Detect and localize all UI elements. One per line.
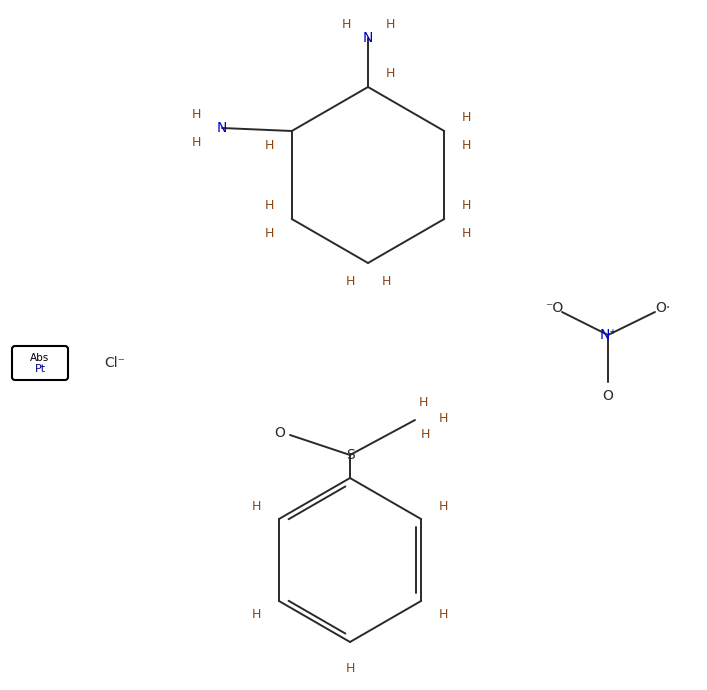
- Text: O: O: [274, 426, 286, 440]
- Text: H: H: [341, 17, 351, 30]
- Text: H: H: [252, 500, 261, 513]
- Text: N⁺: N⁺: [600, 328, 617, 342]
- Text: Cl⁻: Cl⁻: [105, 356, 126, 370]
- Text: H: H: [345, 275, 355, 288]
- Text: H: H: [462, 226, 471, 239]
- Text: H: H: [462, 110, 471, 124]
- Text: H: H: [252, 607, 261, 620]
- Text: H: H: [385, 17, 395, 30]
- Text: O·: O·: [655, 301, 671, 315]
- Text: H: H: [438, 411, 448, 424]
- Text: H: H: [419, 395, 428, 408]
- Text: H: H: [439, 500, 448, 513]
- Text: O: O: [602, 389, 614, 403]
- Text: H: H: [265, 226, 274, 239]
- Text: H: H: [385, 66, 395, 79]
- Text: H: H: [462, 139, 471, 152]
- Text: H: H: [192, 108, 201, 121]
- Text: N: N: [363, 31, 373, 45]
- Text: Abs: Abs: [30, 353, 49, 363]
- Text: H: H: [462, 199, 471, 212]
- Text: H: H: [421, 428, 430, 442]
- Text: H: H: [345, 662, 355, 675]
- Text: H: H: [439, 607, 448, 620]
- Text: S: S: [346, 448, 354, 462]
- Text: H: H: [381, 275, 391, 288]
- Text: H: H: [265, 199, 274, 212]
- Text: ⁻O: ⁻O: [545, 301, 563, 315]
- Text: Pt: Pt: [35, 364, 45, 374]
- Text: N: N: [217, 121, 227, 135]
- Text: H: H: [192, 135, 201, 148]
- FancyBboxPatch shape: [12, 346, 68, 380]
- Text: H: H: [265, 139, 274, 152]
